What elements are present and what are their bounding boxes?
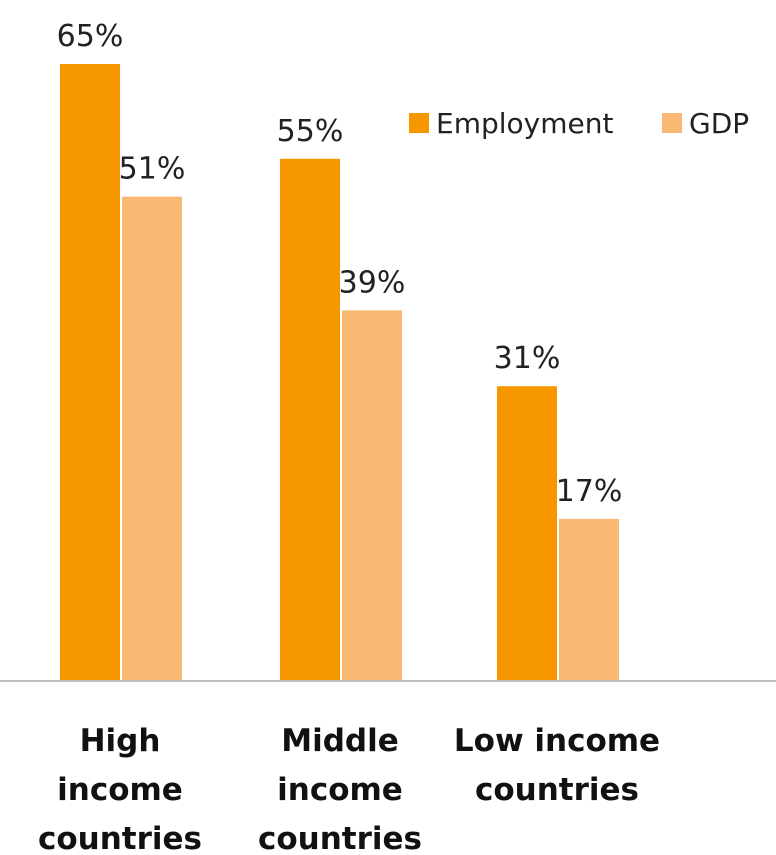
data-label-employment-0: 65% — [57, 19, 124, 54]
data-label-employment-1: 55% — [277, 114, 344, 149]
legend-label-gdp: GDP — [689, 107, 749, 140]
bar-gdp-1 — [342, 310, 402, 680]
category-label-line: High — [80, 723, 161, 759]
legend-swatch-gdp — [662, 113, 682, 133]
legend-swatch-employment — [409, 113, 429, 133]
data-label-gdp-0: 51% — [119, 152, 186, 187]
data-label-employment-2: 31% — [494, 341, 561, 376]
bar-gdp-2 — [559, 519, 619, 680]
category-label-0: High income countries — [38, 723, 202, 855]
bar-gdp-0 — [122, 197, 182, 680]
bar-employment-0 — [60, 64, 120, 680]
category-label-line: income — [277, 772, 403, 808]
bar-employment-2 — [497, 386, 557, 680]
category-label-line: income — [57, 772, 183, 808]
bar-employment-1 — [280, 159, 340, 680]
category-label-line: countries — [475, 772, 639, 808]
category-label-line: Low income — [454, 723, 660, 759]
data-label-gdp-1: 39% — [339, 265, 406, 300]
category-label-2: Low income countries — [454, 723, 660, 808]
legend-label-employment: Employment — [436, 107, 613, 140]
category-label-1: Middle income countries — [258, 723, 422, 855]
category-label-line: countries — [38, 821, 202, 855]
category-label-line: Middle — [281, 723, 399, 759]
category-label-line: countries — [258, 821, 422, 855]
category-labels-layer: High income countries Middle income countries… — [38, 723, 660, 855]
data-label-gdp-2: 17% — [556, 474, 623, 509]
legend: Employment GDP — [409, 107, 749, 140]
